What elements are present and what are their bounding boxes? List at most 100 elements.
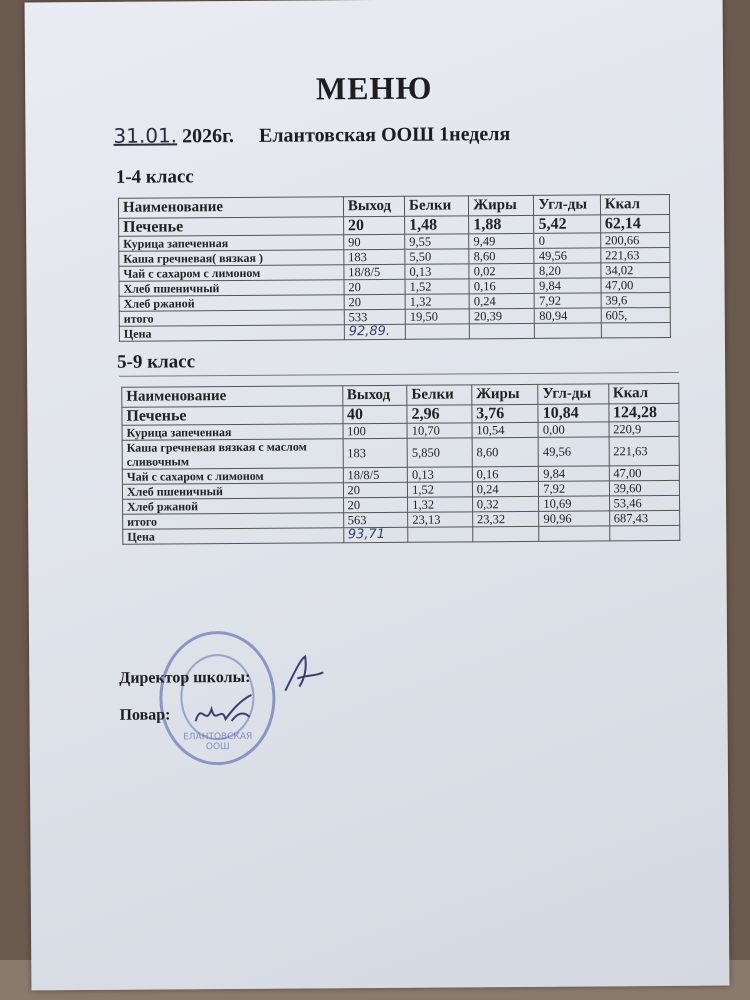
dish-name: Каша гречневая( вязкая ) (118, 249, 344, 267)
price-row: Цена 93,71 (122, 525, 680, 545)
column-header: Белки (404, 195, 469, 217)
cell-value: 34,02 (600, 262, 670, 278)
divider (119, 371, 680, 377)
cell-value: 5,50 (404, 248, 470, 265)
menu-date: 31.01. (113, 123, 178, 148)
table-row: Каша гречневая вязкая с маслом сливочным… (122, 436, 680, 470)
column-header: Наименование (121, 385, 343, 408)
cell-value: 0,13 (407, 466, 473, 483)
cell-value: 124,28 (608, 403, 680, 422)
cell-value: 1,52 (407, 481, 473, 498)
cell-value: 39,6 (600, 292, 671, 308)
cell-value: 533 (344, 309, 406, 325)
cell-value: 1,32 (407, 496, 473, 513)
dish-name: итого (119, 309, 345, 327)
dish-name: Курица запеченная (118, 234, 344, 252)
cell-value: 183 (342, 438, 408, 468)
cell-value: 8,60 (469, 248, 535, 264)
dish-name: Хлеб ржаной (122, 497, 344, 515)
section-1-label: 1-4 класс (115, 166, 194, 188)
cell-value: 8,60 (471, 437, 539, 467)
dish-name: Печенье (121, 405, 343, 426)
cell-value: 0,32 (472, 496, 539, 512)
section-2-label: 5-9 класс (117, 351, 196, 373)
cell-value: 9,55 (404, 233, 470, 250)
cell-value: 220,9 (608, 421, 680, 437)
column-header: Ккал (600, 194, 670, 215)
cell-value: 47,00 (608, 465, 680, 481)
cell-value: 18/8/5 (342, 467, 408, 483)
cell-value: 2,96 (407, 404, 472, 424)
cell-value: 0,02 (469, 263, 535, 279)
subtitle: 31.01. 2026г. Елантовская ООШ 1неделя (113, 121, 510, 149)
cell-value: 39,60 (608, 480, 680, 496)
cell-value: 605, (600, 307, 671, 323)
cook-signature (194, 693, 252, 722)
cell-value: 20 (343, 497, 408, 513)
menu-table-1-4: Наименование Выход Белки Жиры Угл-ды Ккал Пече… (118, 194, 671, 342)
cell-value: 20,39 (469, 308, 535, 324)
cell-value: 40 (342, 405, 408, 424)
cell-value: 47,00 (600, 277, 671, 293)
dish-name: Чай с сахаром с лимоном (118, 264, 344, 282)
cell-value: 18/8/5 (343, 264, 406, 280)
cell-value: 9,84 (534, 277, 601, 294)
cell-value: 0,24 (472, 481, 539, 497)
cell-value: 5,850 (407, 437, 473, 468)
director-label: Директор школы: (119, 668, 251, 687)
cell-value: 0,16 (472, 466, 539, 482)
cell-value: 7,92 (538, 480, 610, 497)
director-signature (284, 654, 324, 692)
dish-name: Чай с сахаром с лимоном (122, 467, 343, 485)
cell-value: 23,32 (472, 511, 540, 527)
menu-table-5-9: Наименование Выход Белки Жиры Угл-ды Ккал Пече… (121, 383, 680, 545)
cell-value: 200,66 (600, 232, 670, 248)
cell-value: 9,84 (538, 465, 609, 482)
column-header: Белки (406, 384, 472, 406)
cell-value: 1,88 (468, 215, 535, 234)
cell-value: 1,52 (405, 278, 470, 295)
cell-value: 10,84 (538, 403, 609, 423)
cell-value: 19,50 (405, 308, 470, 325)
cell-value: 49,56 (534, 247, 601, 264)
cell-value: 53,46 (609, 495, 680, 511)
column-header: Угл-ды (533, 194, 601, 216)
cell-value: 221,63 (600, 247, 670, 263)
dish-name: итого (122, 512, 344, 530)
price-value: 92,89. (344, 324, 406, 340)
school-week: 2026г. Елантовская ООШ 1неделя (177, 123, 511, 148)
cell-value: 90 (343, 234, 405, 250)
column-header: Выход (342, 385, 408, 406)
cook-label: Повар: (119, 706, 171, 724)
cell-value: 563 (343, 512, 408, 528)
menu-sheet: МЕНЮ 31.01. 2026г. Елантовская ООШ 1неде… (24, 0, 730, 991)
cell-value: 62,14 (600, 214, 670, 233)
cell-value: 3,76 (471, 404, 539, 423)
cell-value: 1,32 (405, 293, 470, 310)
price-value: 93,71 (343, 527, 408, 543)
cell-value: 100 (342, 423, 408, 439)
cell-value: 0,16 (469, 278, 535, 294)
cell-value: 90,96 (538, 510, 610, 527)
price-label: Цена (119, 324, 345, 342)
column-header: Угл-ды (538, 383, 609, 405)
cell-value: 221,63 (608, 436, 680, 466)
price-row: Цена 92,89. (119, 322, 671, 342)
cell-value: 0 (534, 232, 601, 249)
cell-value: 20 (343, 279, 406, 295)
cell-value: 20 (343, 216, 405, 235)
cell-value: 10,70 (407, 422, 472, 439)
cell-value: 80,94 (534, 307, 602, 324)
dish-name: Хлеб пшеничный (122, 482, 344, 500)
cell-value: 10,69 (538, 495, 610, 512)
dish-name: Каша гречневая вязкая с маслом сливочным (122, 438, 343, 470)
dish-name: Курица запеченная (122, 423, 343, 441)
cell-value: 20 (342, 482, 408, 498)
cell-value: 0,13 (404, 263, 470, 280)
page-title: МЕНЮ (315, 69, 433, 107)
dish-name: Печенье (118, 216, 344, 237)
cell-value: 0,00 (538, 421, 609, 438)
cell-value: 1,48 (404, 215, 469, 235)
dish-name: Хлеб ржаной (119, 294, 345, 312)
column-header: Выход (343, 196, 405, 217)
